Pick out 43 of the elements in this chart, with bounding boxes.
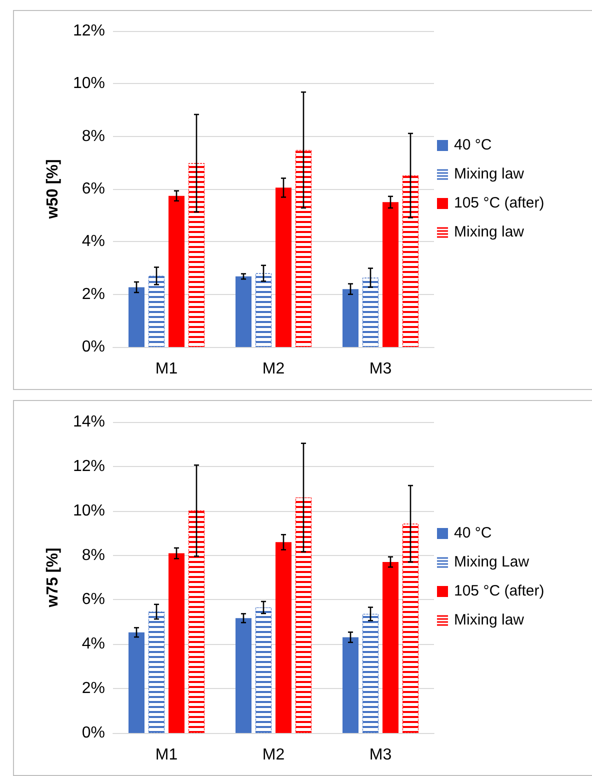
bar [236, 276, 252, 347]
bar [382, 202, 398, 347]
y-tick-label: 10% [72, 502, 105, 520]
y-tick-label: 12% [72, 458, 105, 475]
legend-label: 105 °C (after) [454, 582, 544, 600]
bar [168, 196, 184, 347]
y-axis-title: w75 [%] [44, 548, 62, 608]
legend-label: Mixing Law [454, 554, 530, 570]
bar [382, 562, 398, 733]
y-tick-label: 2% [82, 680, 105, 698]
legend-label: Mixing law [454, 224, 524, 240]
x-tick-label: M1 [155, 746, 178, 764]
y-tick-label: 4% [82, 636, 105, 653]
y-tick-label: 0% [82, 338, 105, 356]
x-tick-label: M3 [369, 746, 392, 764]
x-tick-label: M2 [262, 360, 285, 378]
bar [342, 637, 358, 733]
x-tick-label: M1 [155, 360, 178, 378]
x-tick-label: M3 [369, 360, 392, 378]
legend-label: Mixing law [454, 612, 524, 628]
y-tick-label: 0% [82, 724, 105, 742]
y-tick-label: 6% [82, 591, 105, 608]
x-tick-label: M2 [262, 746, 285, 764]
legend-label: 40 °C [454, 136, 492, 154]
y-tick-label: 8% [82, 546, 105, 564]
bar [128, 632, 144, 733]
bar [342, 289, 358, 347]
y-tick-label: 8% [82, 128, 105, 145]
bar [236, 618, 252, 733]
y-tick-label: 6% [82, 180, 105, 198]
y-tick-label: 14% [72, 414, 105, 430]
bar [276, 188, 292, 347]
y-tick-label: 12% [72, 22, 105, 40]
bar [128, 287, 144, 347]
bar [168, 553, 184, 733]
legend-label: 105 °C (after) [454, 194, 544, 212]
y-axis-title: w50 [%] [44, 159, 62, 220]
y-tick-label: 4% [82, 233, 105, 250]
legend-label: Mixing law [454, 166, 524, 182]
y-tick-label: 2% [82, 286, 105, 303]
bar [276, 542, 292, 733]
legend-label: 40 °C [454, 524, 492, 542]
y-tick-label: 10% [72, 75, 105, 92]
